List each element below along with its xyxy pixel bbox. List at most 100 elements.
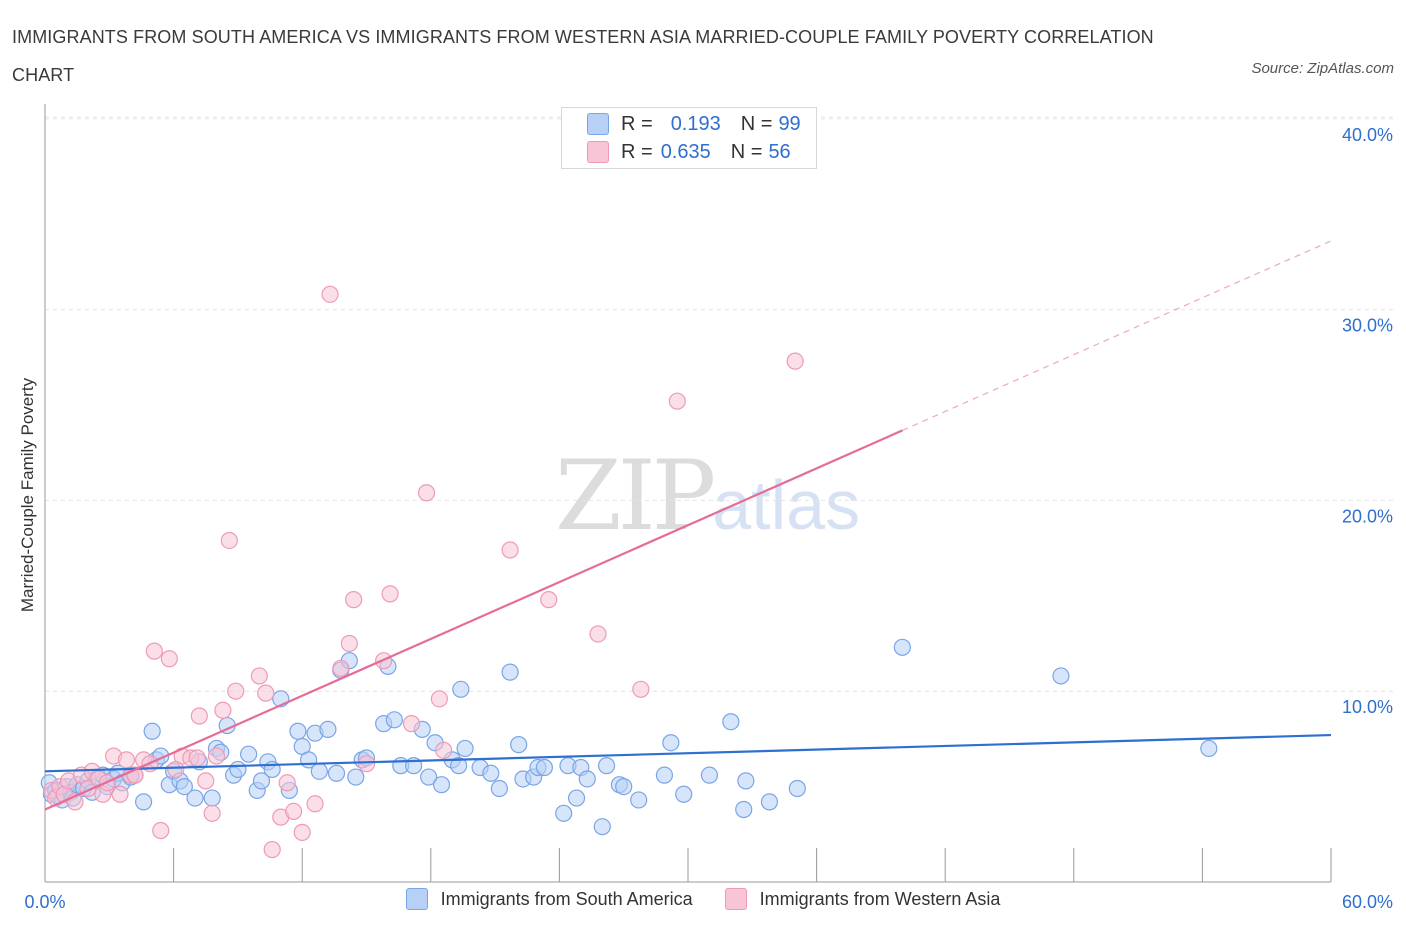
western-asia-point (250, 667, 268, 685)
south-america-point (143, 722, 161, 740)
south-america-point (1052, 667, 1070, 685)
western-asia-point (786, 352, 804, 370)
south-america-point (593, 818, 611, 836)
south-america-point (737, 772, 755, 790)
south-america-point (675, 785, 693, 803)
western-asia-point (117, 751, 136, 769)
western-asia-point (188, 749, 206, 767)
western-asia-point (197, 772, 215, 790)
western-asia-point (417, 484, 436, 502)
south-america-point (456, 739, 474, 758)
legend-row-western-asia: R = 0.635 N = 56 (587, 139, 791, 165)
south-america-point (310, 762, 328, 780)
western-asia-point (257, 684, 275, 702)
south-america-point (134, 793, 153, 811)
chart-title: IMMIGRANTS FROM SOUTH AMERICA VS IMMIGRA… (12, 27, 1154, 85)
legend-item-south-america[interactable]: Immigrants from South America (405, 888, 693, 910)
south-america-point (788, 779, 806, 798)
legend-r-label: R = (621, 112, 653, 135)
south-america-point (662, 734, 680, 752)
western-asia-point (214, 701, 232, 719)
y-tick-label: 30.0% (1342, 316, 1393, 336)
source-label: Source: ZipAtlas.com (1251, 60, 1394, 77)
south-america-point (347, 768, 365, 786)
watermark-atlas: atlas (712, 466, 861, 544)
western-asia-point (435, 741, 453, 759)
south-america-point (578, 770, 596, 788)
western-asia-point (402, 715, 421, 733)
south-america-point (240, 745, 258, 763)
western-asia-point (152, 821, 170, 840)
x-tick-label: 60.0% (1342, 892, 1393, 912)
south-america-point (893, 638, 911, 656)
south-america-point (289, 722, 307, 740)
series-legend: Immigrants from South America Immigrants… (0, 888, 1406, 910)
south-america-point (597, 757, 616, 775)
legend-n-value: 56 (768, 140, 791, 163)
legend-swatch-pink (724, 888, 747, 910)
western-asia-point (668, 392, 686, 410)
south-america-point (490, 779, 508, 798)
western-asia-point (381, 585, 399, 603)
south-america-point (722, 713, 740, 731)
south-america-point (385, 711, 403, 729)
south-america-point (615, 777, 633, 796)
western-asia-point (321, 285, 339, 303)
south-america-point (327, 764, 346, 782)
western-asia-point (340, 634, 358, 653)
south-america-point (510, 736, 528, 754)
south-america-point (252, 772, 271, 790)
legend-r-value: 0.635 (660, 140, 711, 163)
south-america-point (501, 663, 519, 681)
western-asia-point (540, 591, 558, 609)
western-asia-point (160, 650, 178, 668)
western-asia-point (430, 690, 448, 708)
south-america-point (655, 766, 674, 784)
western-asia-point (220, 531, 238, 550)
south-america-point (175, 777, 193, 796)
legend-item-western-asia[interactable]: Immigrants from Western Asia (724, 888, 1001, 910)
western-asia-point (145, 642, 163, 660)
south-america-point (203, 789, 221, 807)
western-asia-point (357, 755, 376, 773)
legend-n-label: N = (740, 112, 773, 135)
western-asia-point (306, 795, 324, 813)
legend-swatch-pink (587, 141, 609, 163)
western-asia-point (589, 625, 607, 643)
south-america-point (1200, 739, 1218, 758)
south-america-point (319, 720, 337, 738)
western-asia-point (345, 591, 363, 609)
western-asia-trend-line (44, 429, 903, 811)
western-asia-point (203, 804, 221, 822)
south-america-point (482, 764, 500, 782)
western-asia-trend-extension (902, 240, 1332, 431)
western-asia-point (332, 659, 350, 677)
correlation-legend: R = 0.193 N = 99 R = 0.635 N = 56 (561, 107, 817, 169)
legend-n-value: 99 (778, 112, 801, 135)
south-america-trend-line (44, 733, 1332, 773)
south-america-point (420, 768, 438, 786)
legend-n-label: N = (730, 140, 763, 163)
south-america-point (432, 776, 451, 794)
western-asia-point (190, 707, 208, 725)
western-asia-point (111, 785, 129, 803)
y-tick-label: 40.0% (1342, 125, 1393, 145)
legend-label-south-america: Immigrants from South America (440, 888, 693, 909)
south-america-point (535, 758, 553, 777)
western-asia-point (632, 680, 650, 698)
south-america-point (567, 789, 586, 807)
south-america-point (452, 680, 470, 698)
legend-swatch-blue (405, 888, 428, 910)
x-tick-label: 0.0% (24, 892, 65, 912)
south-america-point (229, 760, 247, 779)
legend-swatch-blue (587, 113, 609, 135)
y-tick-label: 20.0% (1342, 506, 1393, 526)
western-asia-point (285, 802, 303, 821)
legend-r-label: R = (621, 140, 653, 163)
legend-row-south-america: R = 0.193 N = 99 (587, 111, 801, 137)
south-america-point (186, 789, 204, 807)
watermark-zip: ZIP (555, 440, 716, 552)
legend-label-western-asia: Immigrants from Western Asia (759, 888, 1001, 909)
south-america-point (630, 791, 648, 809)
